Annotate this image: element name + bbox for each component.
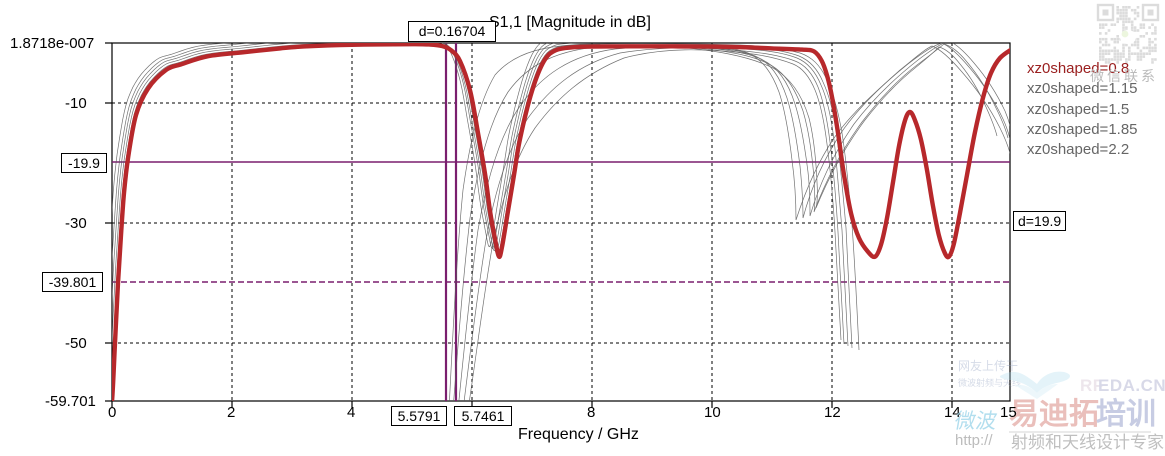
svg-text:射频和天线设计专家: 射频和天线设计专家 <box>1011 433 1164 452</box>
svg-text:EDA.CN: EDA.CN <box>1098 376 1165 395</box>
svg-text:培训: 培训 <box>1096 397 1156 431</box>
svg-text:网友上传干: 网友上传干 <box>958 358 1018 373</box>
svg-text:易迪拓: 易迪拓 <box>1009 398 1099 431</box>
